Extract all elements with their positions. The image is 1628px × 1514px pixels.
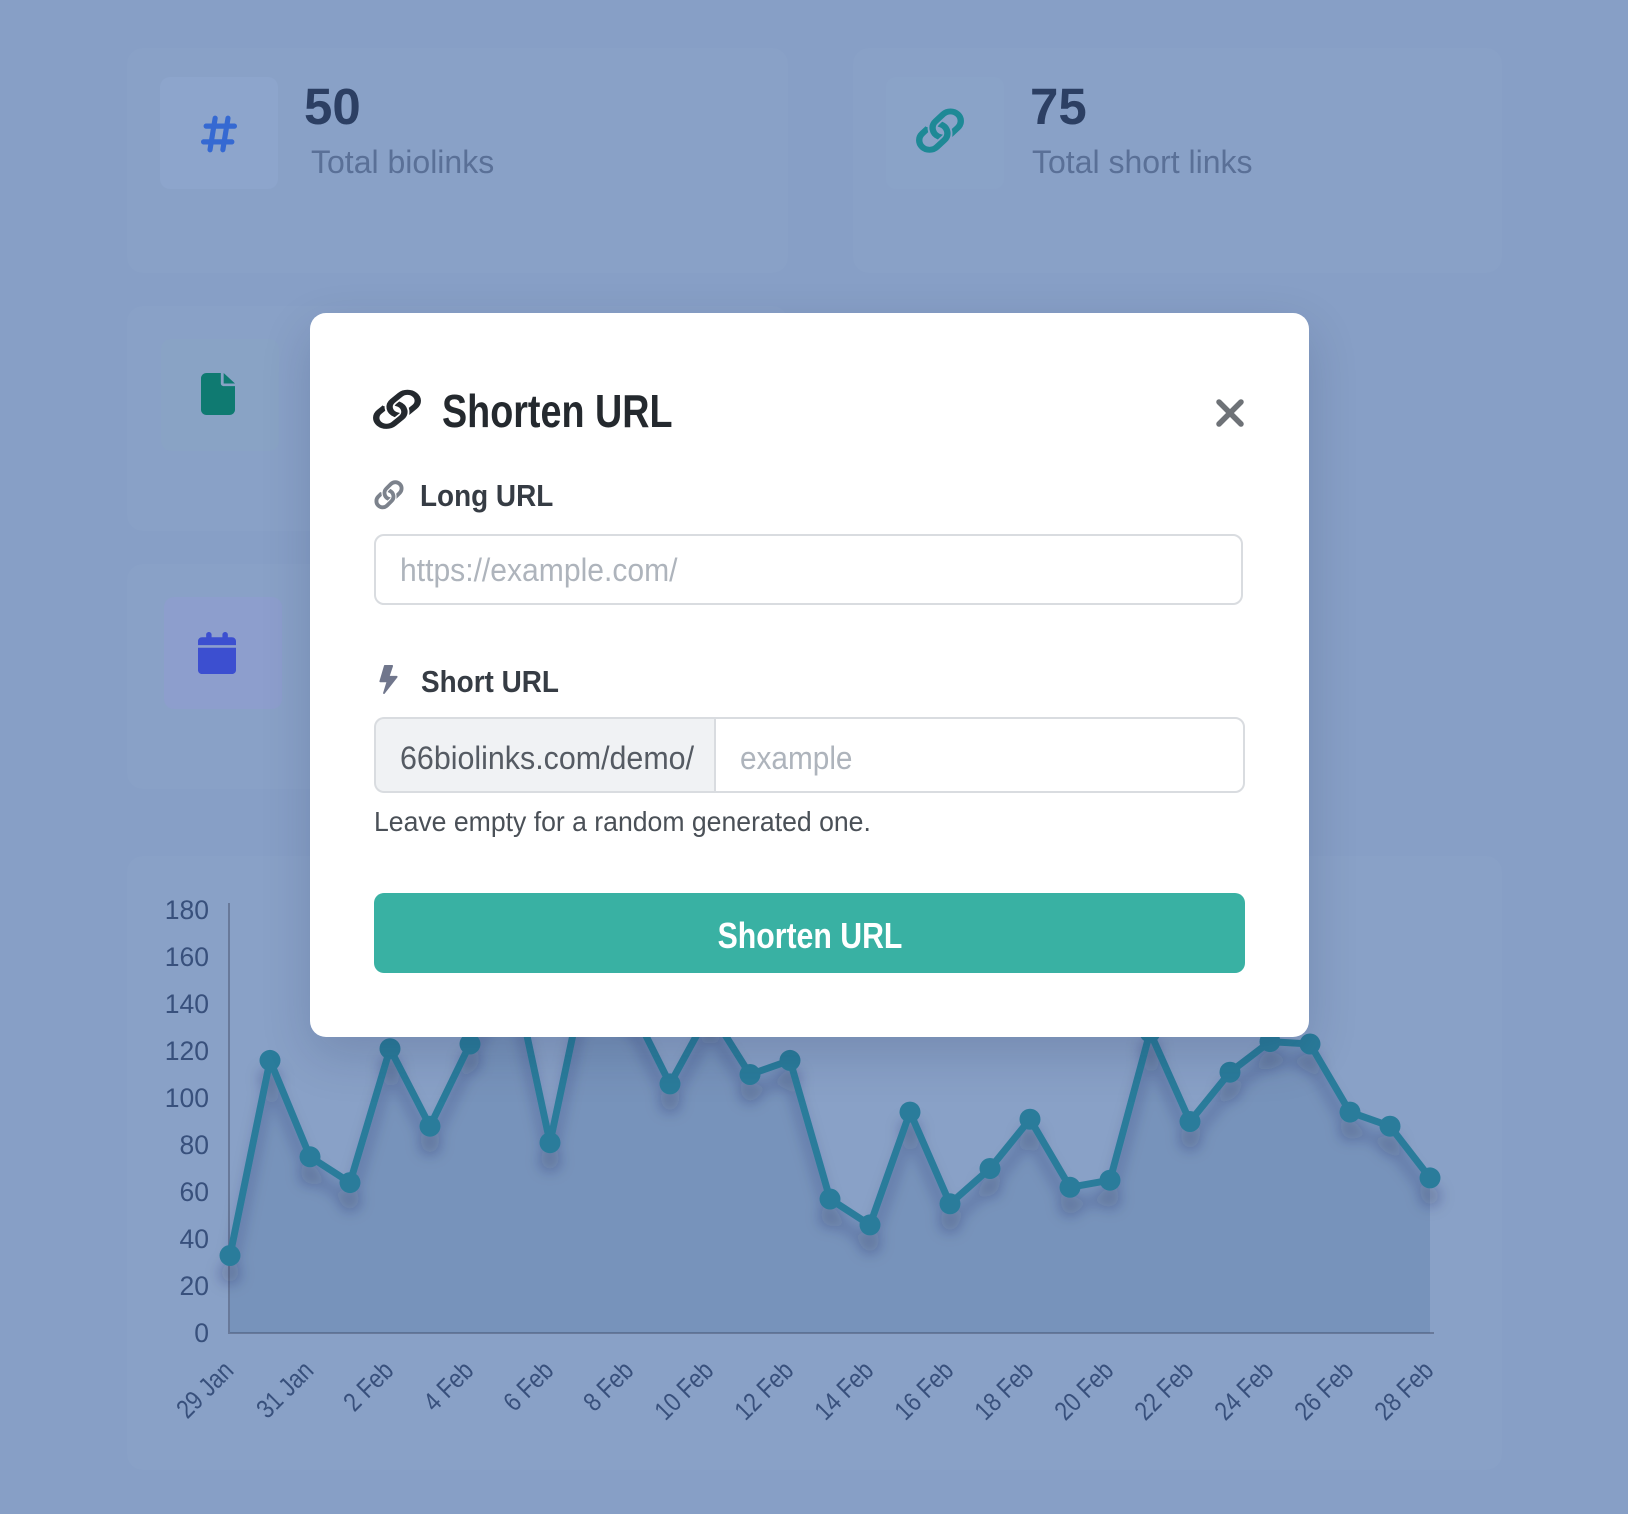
svg-text:2 Feb: 2 Feb xyxy=(338,1356,399,1417)
svg-text:80: 80 xyxy=(180,1130,209,1160)
svg-text:60: 60 xyxy=(180,1177,209,1207)
svg-text:22 Feb: 22 Feb xyxy=(1129,1356,1199,1426)
svg-text:0: 0 xyxy=(194,1318,209,1348)
svg-text:180: 180 xyxy=(165,895,209,925)
svg-text:4 Feb: 4 Feb xyxy=(418,1356,479,1417)
svg-text:29 Jan: 29 Jan xyxy=(171,1356,239,1424)
svg-text:40: 40 xyxy=(180,1224,209,1254)
svg-text:12 Feb: 12 Feb xyxy=(729,1356,799,1426)
svg-text:18 Feb: 18 Feb xyxy=(969,1356,1039,1426)
svg-text:31 Jan: 31 Jan xyxy=(251,1356,319,1424)
svg-text:24 Feb: 24 Feb xyxy=(1209,1356,1279,1426)
svg-text:140: 140 xyxy=(165,989,209,1019)
svg-text:26 Feb: 26 Feb xyxy=(1289,1356,1359,1426)
svg-text:10 Feb: 10 Feb xyxy=(649,1356,719,1426)
svg-text:120: 120 xyxy=(165,1036,209,1066)
svg-text:20: 20 xyxy=(180,1271,209,1301)
svg-text:8 Feb: 8 Feb xyxy=(578,1356,639,1417)
svg-text:14 Feb: 14 Feb xyxy=(809,1356,879,1426)
svg-text:6 Feb: 6 Feb xyxy=(498,1356,559,1417)
svg-text:20 Feb: 20 Feb xyxy=(1049,1356,1119,1426)
svg-text:100: 100 xyxy=(165,1083,209,1113)
svg-text:160: 160 xyxy=(165,942,209,972)
svg-text:16 Feb: 16 Feb xyxy=(889,1356,959,1426)
svg-text:28 Feb: 28 Feb xyxy=(1369,1356,1439,1426)
